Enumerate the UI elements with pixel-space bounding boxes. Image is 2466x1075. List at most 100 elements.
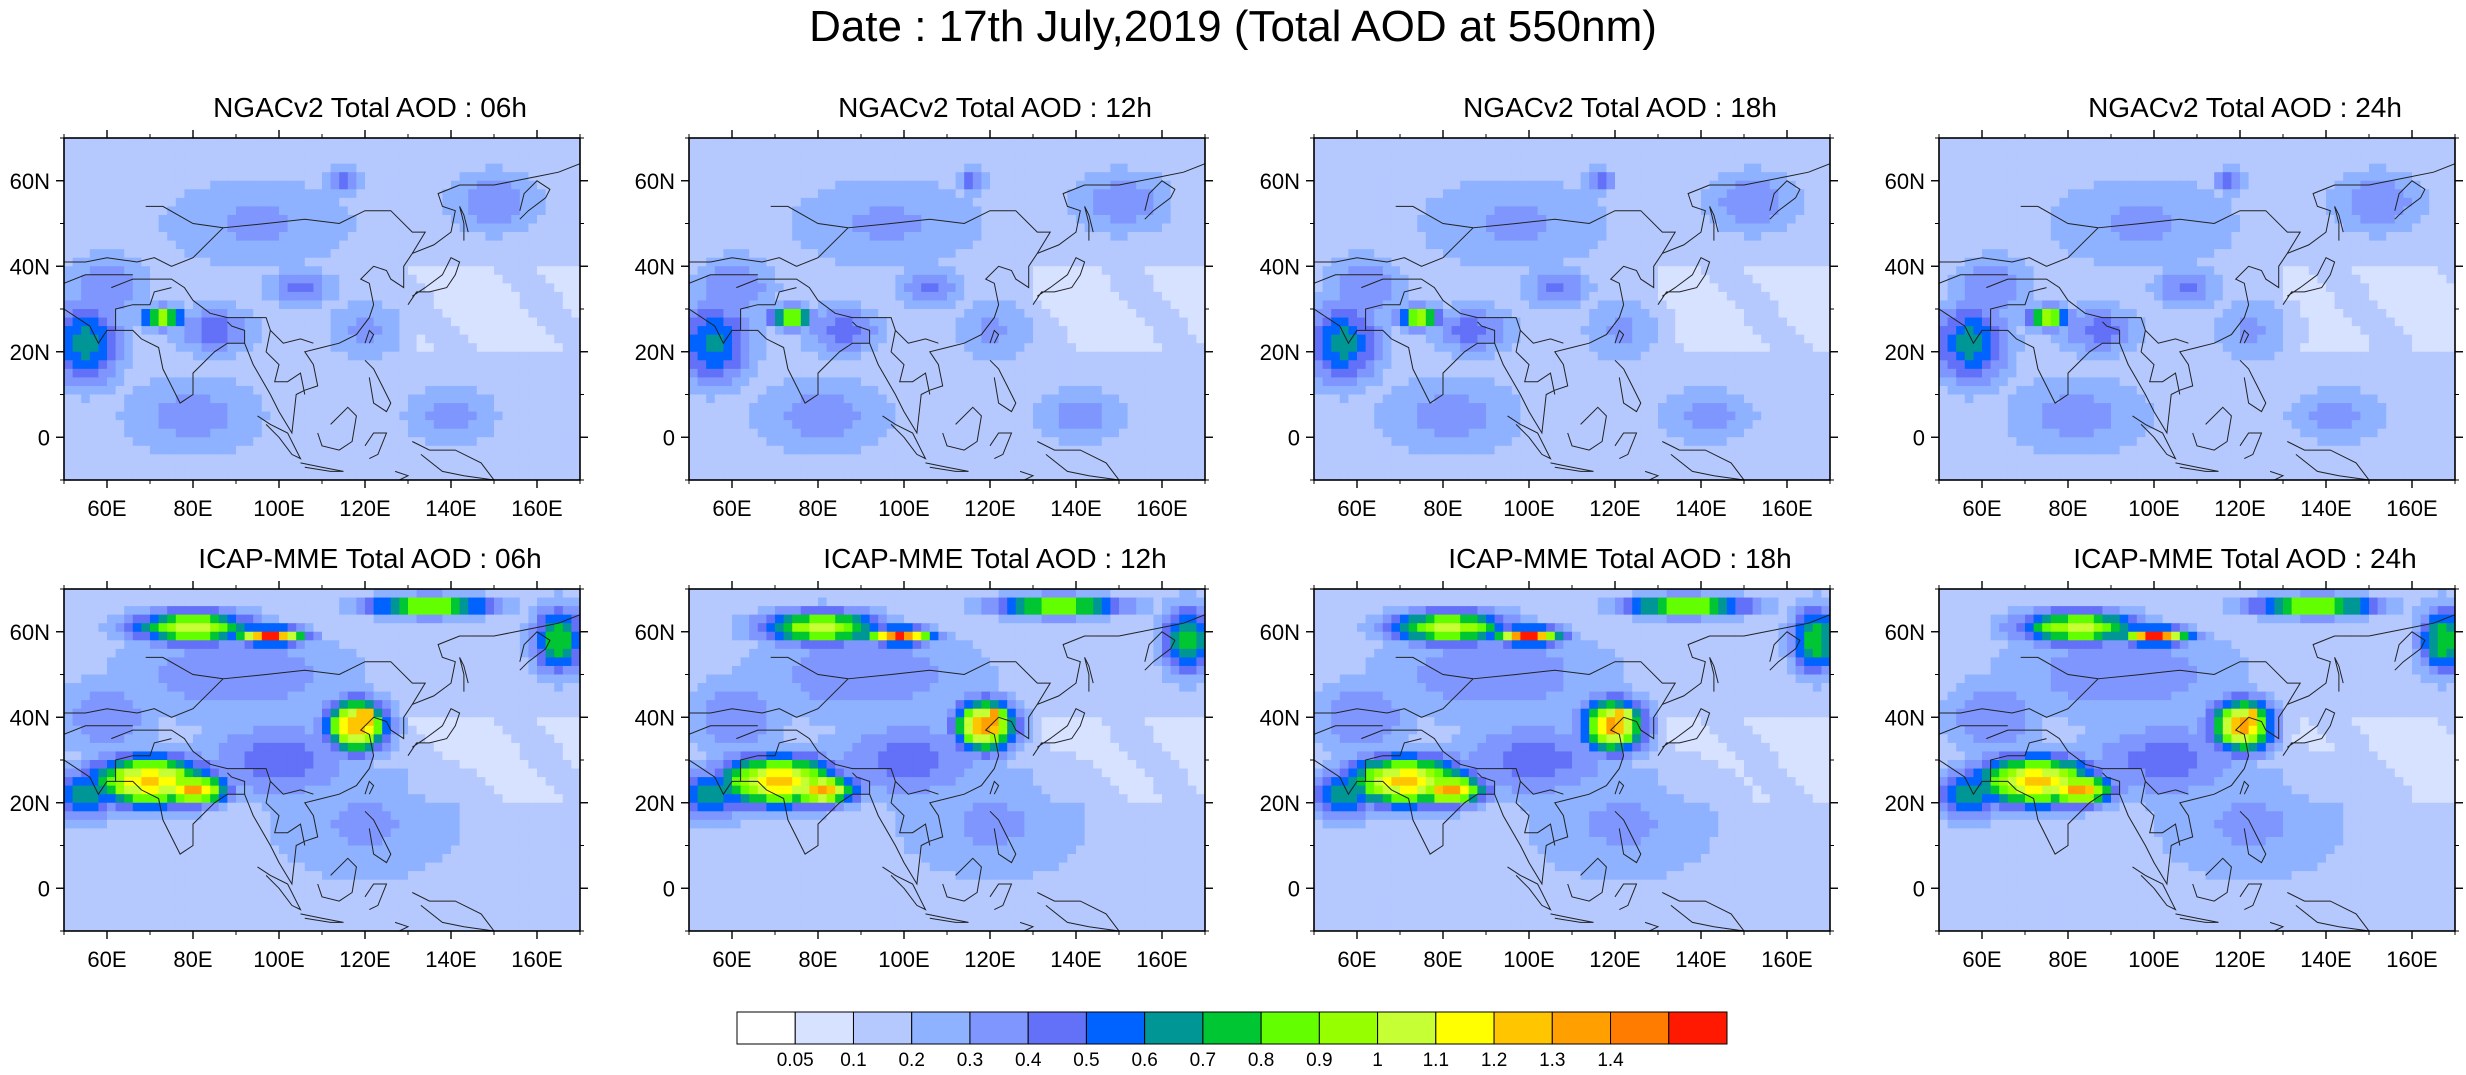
colorbar-swatch	[912, 1012, 970, 1044]
lon-tick-label: 60E	[1962, 947, 2001, 972]
colorbar-swatch	[1494, 1012, 1552, 1044]
lat-tick-label: 40N	[1260, 705, 1300, 730]
lat-tick-label: 20N	[1885, 340, 1925, 365]
lon-tick-label: 60E	[1337, 496, 1376, 521]
lat-tick-label: 40N	[635, 705, 675, 730]
colorbar-swatch	[1145, 1012, 1203, 1044]
lon-tick-label: 160E	[2386, 947, 2437, 972]
colorbar-label: 1.1	[1423, 1050, 1449, 1071]
aod-field	[64, 138, 581, 481]
colorbar-swatch	[1203, 1012, 1261, 1044]
lat-tick-label: 40N	[10, 254, 50, 279]
lon-tick-label: 80E	[2048, 947, 2087, 972]
lon-tick-label: 140E	[425, 496, 476, 521]
colorbar-swatch	[1669, 1012, 1727, 1044]
lon-tick-label: 80E	[173, 947, 212, 972]
lon-tick-label: 60E	[1962, 496, 2001, 521]
colorbar-label: 0.3	[957, 1050, 983, 1071]
colorbar-label: 0.8	[1248, 1050, 1274, 1071]
lon-tick-label: 140E	[1050, 947, 1101, 972]
aod-field	[1314, 589, 1831, 932]
lon-tick-label: 100E	[878, 947, 929, 972]
lat-tick-label: 20N	[1260, 791, 1300, 816]
lat-tick-label: 0	[38, 425, 50, 450]
colorbar-label: 0.2	[898, 1050, 924, 1071]
lon-tick-label: 80E	[1423, 947, 1462, 972]
colorbar-label: 0.1	[840, 1050, 866, 1071]
lat-tick-label: 60N	[1260, 620, 1300, 645]
lat-tick-label: 60N	[1260, 169, 1300, 194]
colorbar-swatch	[1086, 1012, 1144, 1044]
lat-tick-label: 20N	[10, 791, 50, 816]
lon-tick-label: 160E	[511, 947, 562, 972]
lon-tick-label: 80E	[798, 947, 837, 972]
colorbar-swatch	[1436, 1012, 1494, 1044]
lon-tick-label: 100E	[253, 947, 304, 972]
colorbar-swatch	[795, 1012, 853, 1044]
lat-tick-label: 0	[1913, 876, 1925, 901]
lon-tick-label: 100E	[878, 496, 929, 521]
lat-tick-label: 0	[663, 425, 675, 450]
lon-tick-label: 160E	[1761, 496, 1812, 521]
colorbar-label: 0.4	[1015, 1050, 1042, 1071]
lon-tick-label: 160E	[2386, 496, 2437, 521]
lat-tick-label: 0	[38, 876, 50, 901]
lat-tick-label: 20N	[635, 340, 675, 365]
colorbar-swatch	[1319, 1012, 1377, 1044]
colorbar-swatch	[737, 1012, 795, 1044]
colorbar-label: 0.9	[1306, 1050, 1332, 1071]
figure-title: Date : 17th July,2019 (Total AOD at 550n…	[0, 2, 2466, 52]
colorbar-swatch	[970, 1012, 1028, 1044]
lon-tick-label: 80E	[1423, 496, 1462, 521]
aod-field	[689, 589, 1206, 932]
lon-tick-label: 160E	[1136, 947, 1187, 972]
lon-tick-label: 100E	[1503, 496, 1554, 521]
colorbar-label: 0.5	[1073, 1050, 1099, 1071]
colorbar-label: 1.4	[1597, 1050, 1624, 1071]
lat-tick-label: 40N	[10, 705, 50, 730]
lat-tick-label: 20N	[635, 791, 675, 816]
colorbar-swatch	[1028, 1012, 1086, 1044]
lon-tick-label: 120E	[1589, 947, 1640, 972]
colorbar-swatch	[1261, 1012, 1319, 1044]
lon-tick-label: 120E	[964, 496, 1015, 521]
lat-tick-label: 0	[1913, 425, 1925, 450]
lat-tick-label: 60N	[635, 169, 675, 194]
colorbar-label: 1.3	[1539, 1050, 1565, 1071]
lat-tick-label: 0	[1288, 876, 1300, 901]
lat-tick-label: 40N	[635, 254, 675, 279]
lon-tick-label: 120E	[339, 496, 390, 521]
aod-field	[1939, 138, 2456, 481]
lon-tick-label: 140E	[2300, 496, 2351, 521]
lon-tick-label: 120E	[964, 947, 1015, 972]
lon-tick-label: 120E	[2214, 496, 2265, 521]
lat-tick-label: 40N	[1885, 705, 1925, 730]
aod-field	[1939, 589, 2456, 932]
aod-field	[689, 138, 1206, 481]
colorbar-label: 0.7	[1190, 1050, 1216, 1071]
lon-tick-label: 160E	[511, 496, 562, 521]
colorbar-swatch	[853, 1012, 911, 1044]
lon-tick-label: 120E	[2214, 947, 2265, 972]
colorbar-label: 1	[1372, 1050, 1383, 1071]
lon-tick-label: 80E	[798, 496, 837, 521]
colorbar-label: 1.2	[1481, 1050, 1507, 1071]
lat-tick-label: 40N	[1260, 254, 1300, 279]
lon-tick-label: 140E	[2300, 947, 2351, 972]
aod-field	[1314, 138, 1831, 481]
lon-tick-label: 160E	[1761, 947, 1812, 972]
